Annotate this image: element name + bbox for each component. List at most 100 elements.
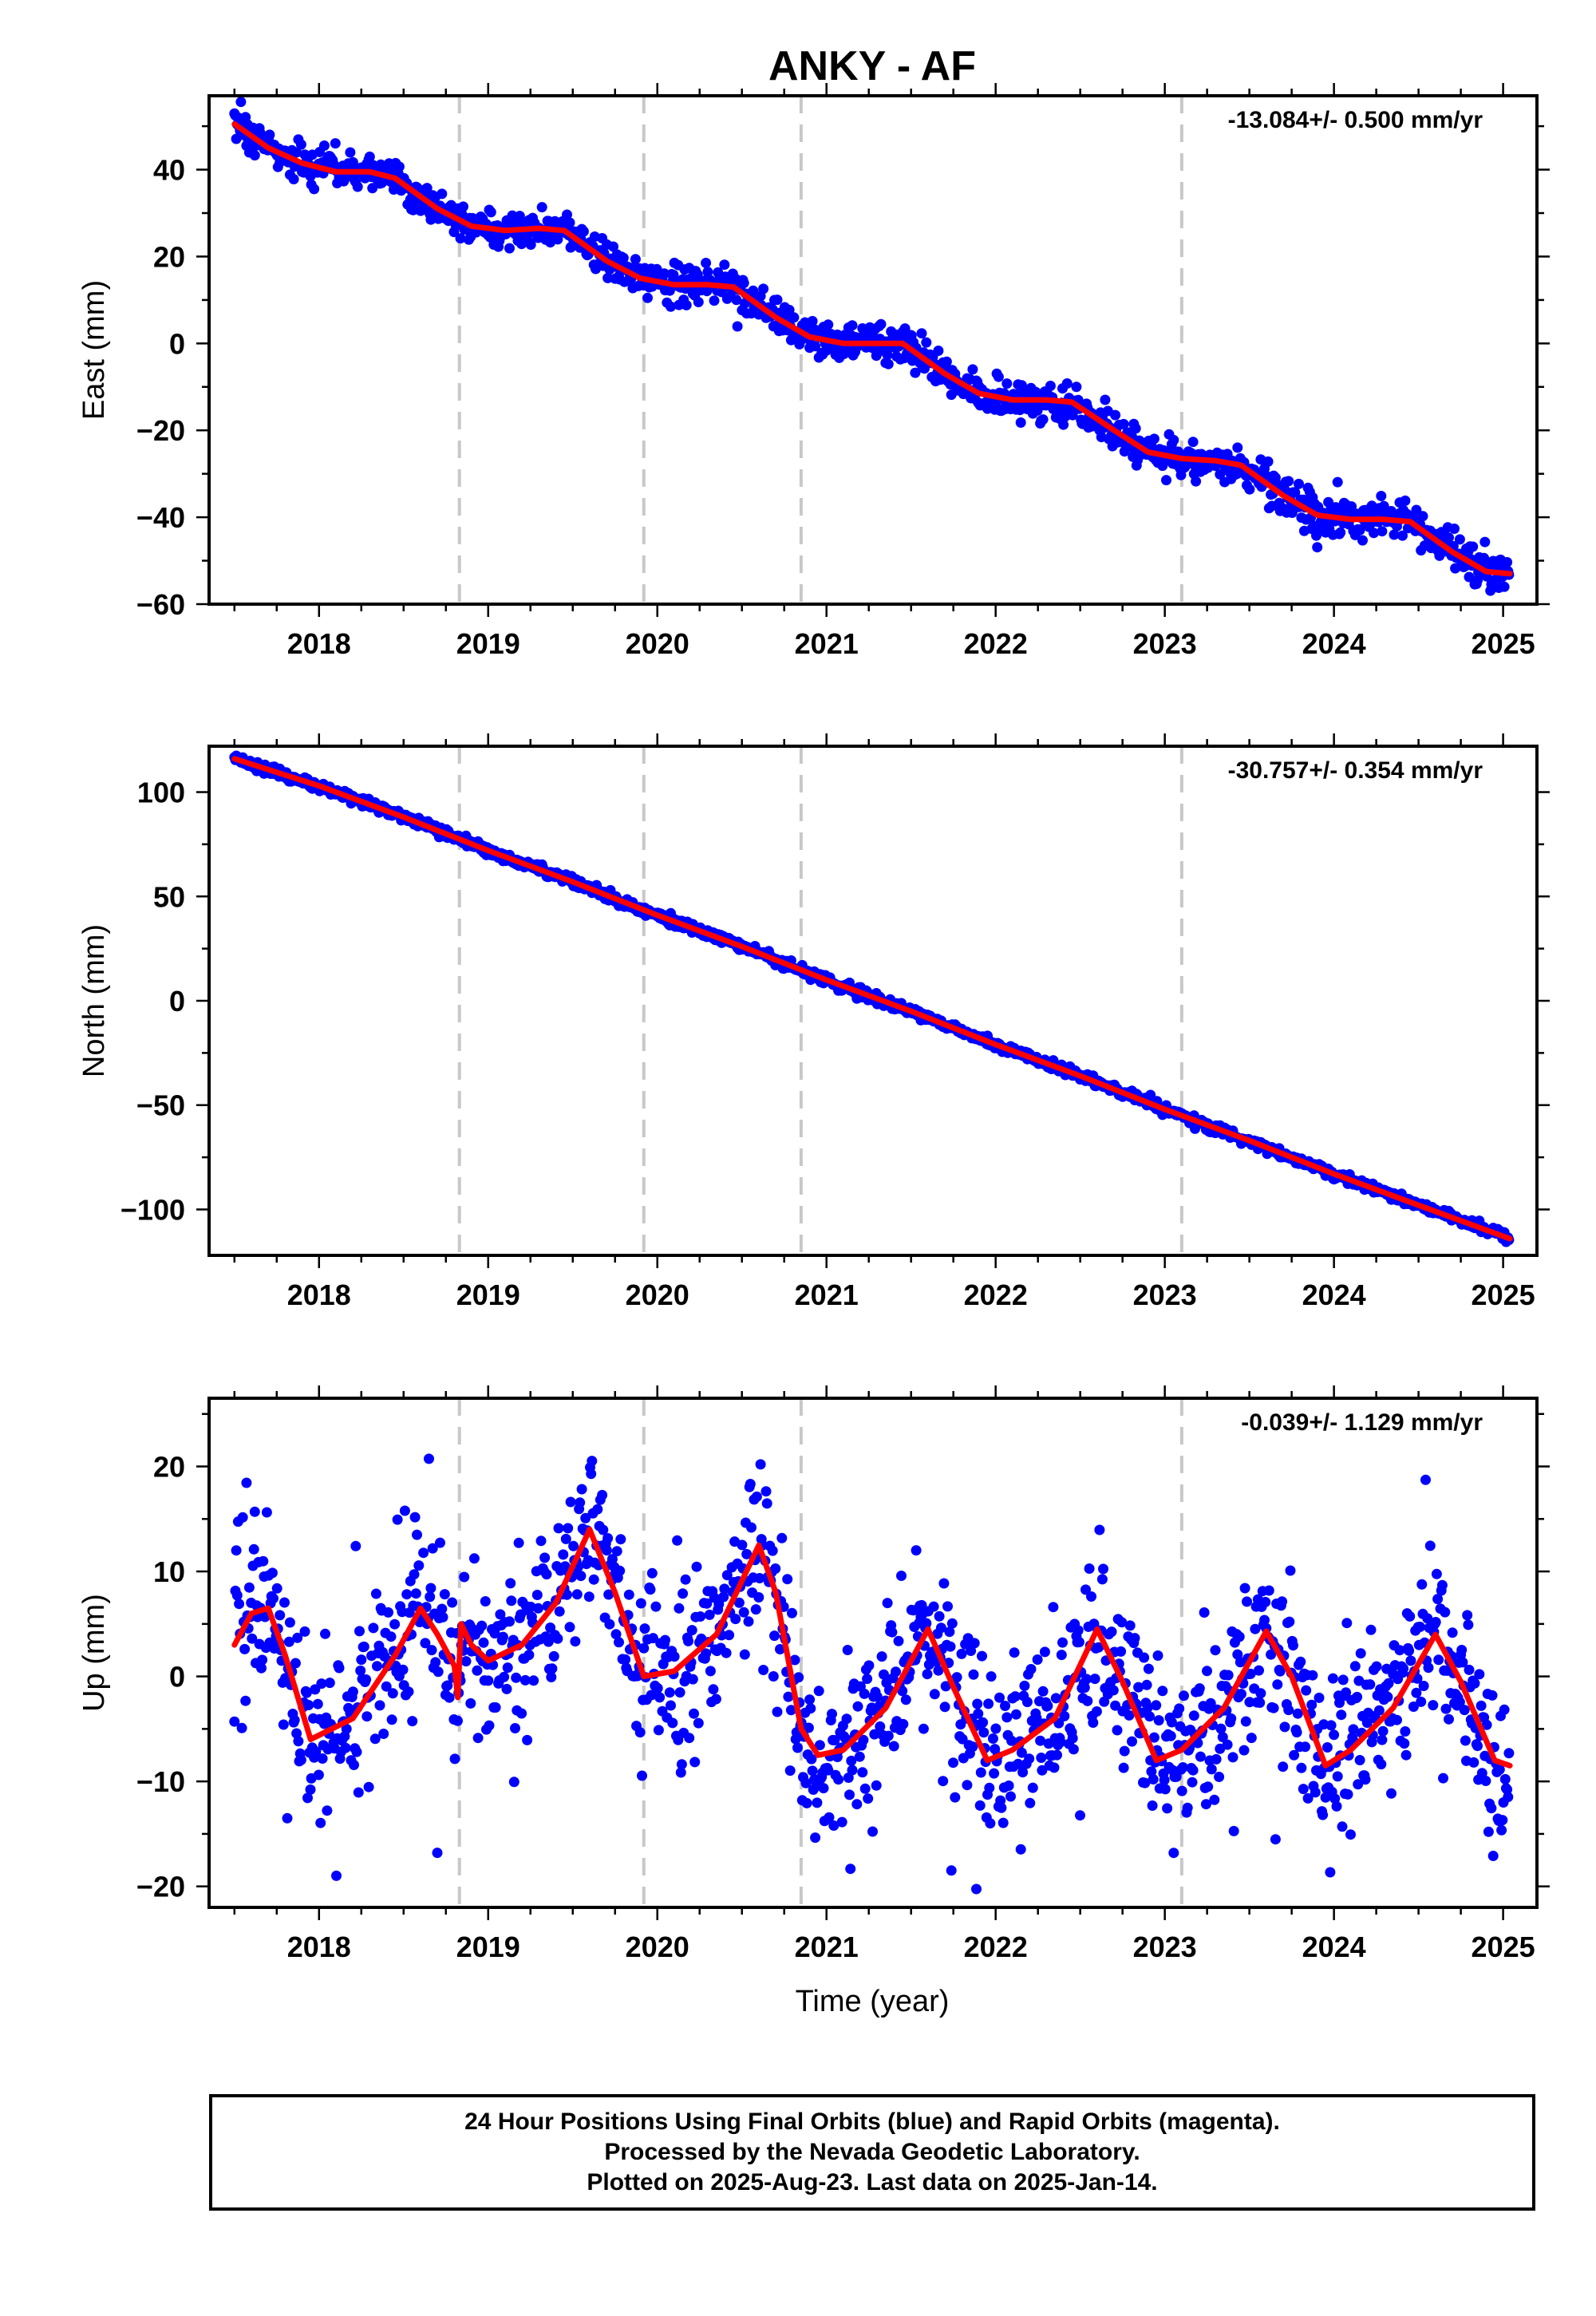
data-point — [401, 1589, 413, 1600]
data-point — [1168, 1848, 1179, 1859]
data-point — [393, 161, 405, 172]
data-point — [1032, 1654, 1043, 1665]
data-point — [1312, 542, 1323, 553]
data-point — [1444, 1713, 1454, 1725]
data-point — [452, 1715, 463, 1726]
data-point — [827, 1709, 837, 1720]
data-point — [575, 1571, 587, 1582]
data-point — [1157, 1686, 1168, 1697]
data-point — [1314, 1692, 1325, 1703]
data-point — [639, 1623, 650, 1634]
data-point — [234, 1599, 245, 1610]
data-point — [553, 1523, 564, 1534]
data-point — [1469, 1678, 1480, 1689]
data-point — [1203, 1781, 1214, 1792]
x-tick-label: 2025 — [1472, 1279, 1535, 1311]
data-point — [449, 1753, 460, 1765]
data-point — [1082, 1695, 1093, 1706]
data-point — [847, 1765, 858, 1776]
y-tick-label: 50 — [153, 880, 185, 913]
y-tick-label: 0 — [169, 985, 185, 1018]
data-point — [987, 1733, 998, 1744]
data-point — [587, 1456, 598, 1467]
data-point — [1321, 1742, 1333, 1753]
data-point — [676, 1759, 687, 1770]
data-point — [689, 1708, 699, 1719]
data-point — [1317, 1809, 1329, 1820]
data-point — [1112, 1725, 1123, 1736]
data-point — [447, 1597, 458, 1608]
data-point — [249, 1506, 260, 1517]
data-point — [807, 315, 818, 326]
data-point — [1459, 1705, 1470, 1716]
data-point — [1227, 1752, 1238, 1763]
data-point — [568, 1540, 579, 1551]
data-point — [1098, 1563, 1108, 1575]
data-point — [978, 1727, 990, 1738]
data-point — [1325, 1867, 1336, 1878]
data-point — [564, 217, 575, 228]
data-point — [770, 1563, 781, 1574]
data-point — [772, 1706, 783, 1717]
data-point — [1294, 478, 1304, 489]
data-point — [1027, 1782, 1038, 1793]
data-point — [1100, 394, 1111, 405]
data-point — [975, 1767, 986, 1778]
data-point — [241, 1477, 252, 1488]
data-point — [480, 1596, 491, 1607]
data-point — [687, 1674, 698, 1685]
data-point — [353, 1787, 364, 1798]
data-point — [1398, 1663, 1409, 1674]
data-point — [1246, 1733, 1257, 1744]
data-point — [539, 1552, 551, 1563]
data-point — [642, 292, 653, 303]
y-tick-label: 40 — [153, 154, 185, 187]
data-point — [1277, 1596, 1288, 1607]
data-point — [1335, 527, 1346, 538]
x-tick-label: 2023 — [1133, 627, 1197, 660]
data-point — [403, 1686, 414, 1697]
data-point — [1144, 1711, 1156, 1722]
data-point — [435, 1537, 445, 1548]
data-point — [898, 1718, 909, 1729]
data-point — [1124, 1620, 1136, 1631]
data-point — [911, 1545, 922, 1556]
data-point — [347, 1686, 358, 1697]
data-point — [305, 1784, 316, 1795]
data-point — [1222, 1739, 1233, 1750]
data-point — [1464, 1664, 1475, 1675]
data-point — [730, 1614, 741, 1625]
data-point — [1479, 536, 1491, 547]
data-point — [1118, 1762, 1129, 1773]
data-point — [349, 1760, 359, 1770]
data-point — [528, 1675, 539, 1686]
data-point — [1268, 1702, 1279, 1713]
data-point — [430, 1657, 441, 1668]
y-tick-label: 20 — [153, 240, 185, 273]
data-point — [235, 97, 247, 108]
data-point — [1336, 1709, 1347, 1721]
data-point — [562, 209, 572, 220]
data-point — [444, 1692, 455, 1703]
data-point — [653, 1725, 664, 1736]
data-point — [883, 1730, 894, 1741]
data-point — [1141, 1679, 1152, 1690]
data-point — [882, 350, 893, 361]
data-point — [258, 1555, 269, 1567]
data-point — [554, 1606, 565, 1617]
x-tick-label: 2021 — [795, 1931, 859, 1963]
x-tick-label: 2025 — [1472, 627, 1535, 660]
panel-up: 2018 2019 2020 2021 2022 2023 2024 2025 −20 −10 0 1… — [77, 1385, 1550, 1963]
data-point — [945, 1641, 956, 1652]
data-point — [1383, 1678, 1394, 1689]
data-point — [1438, 1773, 1448, 1784]
data-point — [1071, 381, 1082, 393]
data-point — [1307, 1670, 1318, 1681]
data-point — [851, 1799, 863, 1810]
data-point — [807, 1765, 818, 1777]
x-tick-label: 2019 — [456, 1279, 520, 1311]
data-point — [1499, 1773, 1511, 1784]
data-point — [1462, 1610, 1473, 1621]
data-point — [1003, 1780, 1014, 1791]
data-point — [782, 1574, 793, 1585]
